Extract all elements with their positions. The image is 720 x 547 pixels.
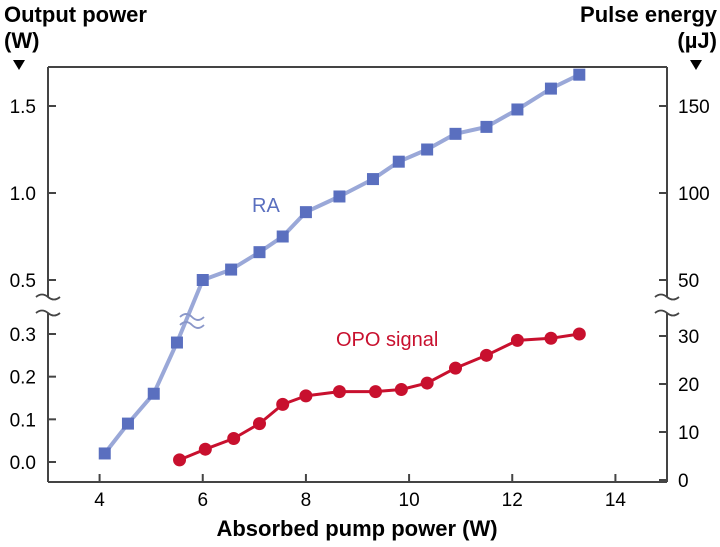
series-label-ra: RA	[252, 195, 280, 217]
y-right-tick-label-1: 10	[678, 423, 699, 444]
series-1-point-2	[227, 432, 241, 446]
series-0-point-7	[276, 230, 289, 243]
series-0-point-5	[225, 263, 238, 276]
series-0-point-6	[253, 246, 266, 259]
series-0-point-13	[449, 127, 462, 140]
series-0-point-11	[392, 155, 405, 168]
x-tick-label-2: 8	[301, 490, 312, 511]
series-0-point-1	[121, 417, 134, 430]
series-1-point-1	[198, 442, 212, 456]
y-right-tick-label-4: 50	[678, 271, 699, 292]
series-0-point-10	[366, 173, 379, 186]
axis-break-right	[654, 293, 680, 317]
series-1-point-8	[394, 382, 408, 396]
y-left-tick-label-6: 1.5	[10, 97, 36, 118]
y-right-title-line2: (µJ)	[677, 28, 717, 53]
series-0-point-0	[98, 447, 111, 460]
y-right-tick-label-5: 100	[678, 184, 710, 205]
series-1-point-7	[369, 385, 383, 399]
series-1-point-13	[544, 331, 558, 345]
series-1-point-11	[479, 348, 493, 362]
series-layer	[98, 68, 586, 467]
x-tick-label-5: 14	[605, 490, 627, 511]
x-tick-label-3: 10	[399, 490, 420, 511]
y-right-tick-label-2: 20	[678, 375, 699, 396]
ticks: 4 6 8 10 12 14 0.0 0.1 0.2 0.3 0.5 1.0 1.5 0 10 20 30 50 1…	[10, 97, 710, 511]
y-left-title-line2: (W)	[4, 28, 39, 53]
y-right-tick-label-0: 0	[678, 471, 689, 492]
curve-break-mark	[179, 313, 205, 329]
y-left-arrow-icon	[13, 60, 25, 70]
series-0-point-9	[333, 190, 346, 203]
series-0-point-4	[196, 274, 209, 286]
y-right-tick-label-3: 30	[678, 327, 699, 348]
y-left-tick-label-0: 0.0	[10, 453, 36, 474]
y-left-tick-label-4: 0.5	[10, 271, 36, 292]
y-left-title-line1: Output power	[4, 2, 147, 27]
series-1-point-9	[420, 376, 434, 390]
series-0-point-15	[511, 103, 524, 116]
series-1-point-0	[173, 453, 187, 467]
series-0-point-8	[299, 206, 312, 219]
y-right-arrow-icon	[690, 60, 702, 70]
series-1-point-10	[449, 361, 463, 375]
series-1-point-5	[299, 389, 313, 403]
plot-frame	[47, 66, 668, 483]
series-0-point-17	[573, 68, 586, 81]
x-tick-label-4: 12	[502, 490, 523, 511]
x-tick-label-1: 6	[197, 490, 208, 511]
series-label-opo: OPO signal	[336, 329, 438, 351]
axis-break-left	[35, 293, 61, 317]
series-1-point-4	[276, 397, 290, 411]
series-0-point-3	[170, 336, 183, 349]
series-0-point-12	[421, 143, 434, 156]
y-left-tick-label-5: 1.0	[10, 184, 36, 205]
series-1-point-14	[572, 327, 586, 341]
x-tick-label-0: 4	[94, 490, 105, 511]
series-0-point-2	[147, 387, 160, 400]
y-right-title-line1: Pulse energy	[580, 2, 718, 27]
y-left-tick-label-1: 0.1	[10, 410, 36, 431]
series-0-point-14	[480, 120, 493, 133]
series-1-point-6	[332, 385, 346, 399]
y-left-tick-label-2: 0.2	[10, 368, 36, 389]
series-1-point-12	[510, 333, 524, 347]
x-axis-title: Absorbed pump power (W)	[216, 516, 497, 541]
y-left-tick-label-3: 0.3	[10, 325, 36, 346]
series-0-point-16	[544, 82, 557, 95]
y-right-tick-label-6: 150	[678, 97, 710, 118]
series-1-point-3	[252, 417, 266, 431]
